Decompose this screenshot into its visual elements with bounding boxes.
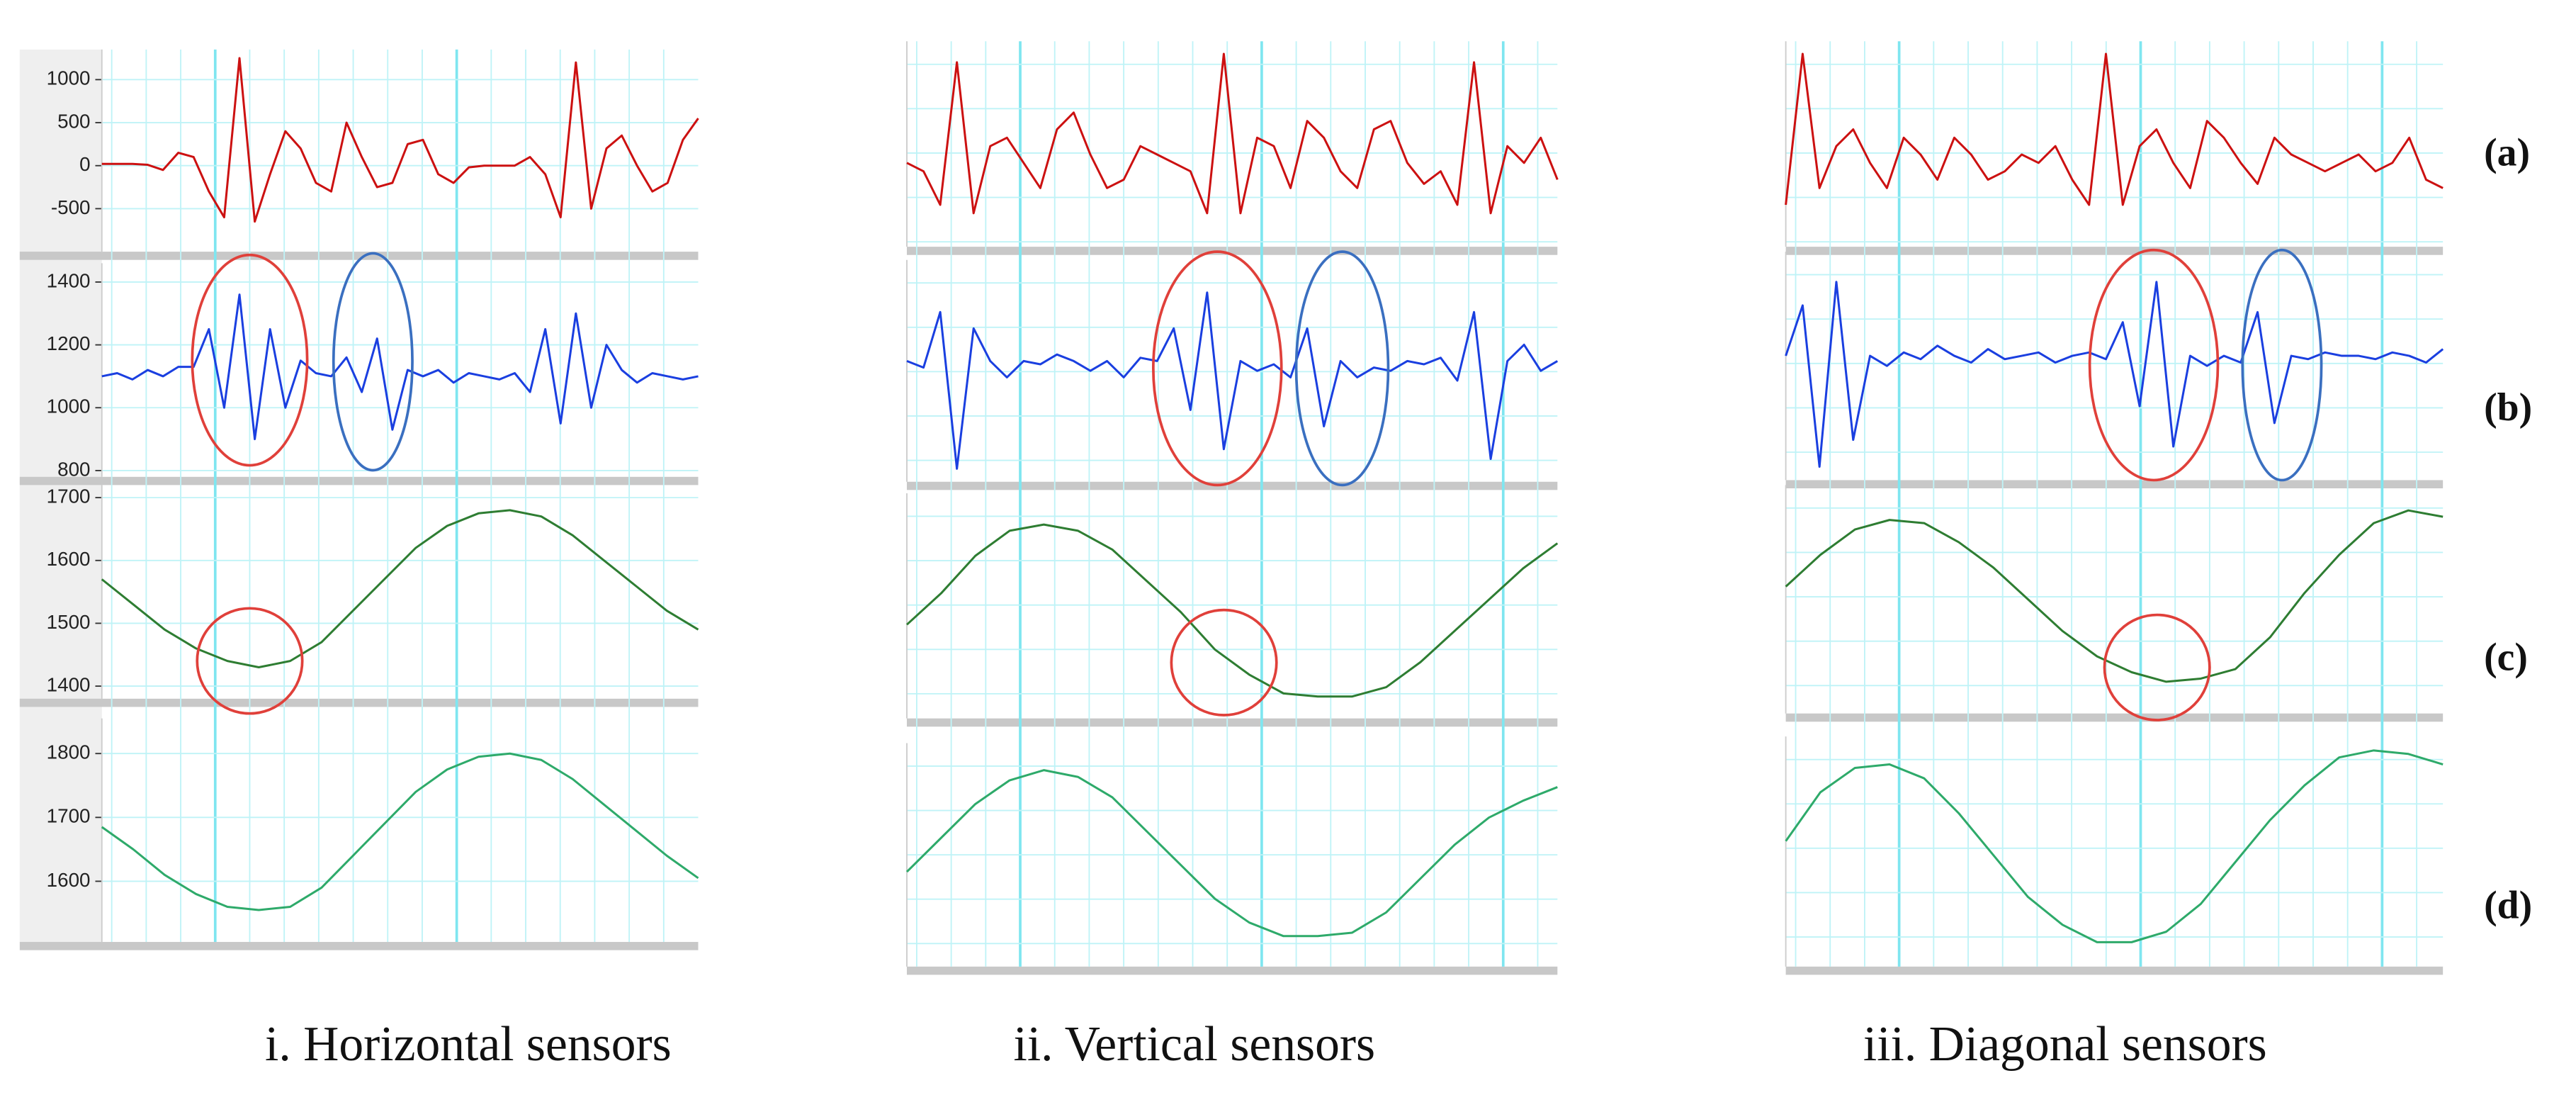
y-tick-label: 1000 (47, 67, 91, 89)
annotations (191, 248, 2323, 721)
highlight-ellipse (332, 252, 414, 472)
row-separator (907, 247, 1558, 255)
sensor-trace (1785, 749, 2444, 943)
row-separator (1785, 713, 2444, 722)
row-separator (1785, 247, 2444, 255)
sensor-trace (101, 57, 699, 223)
sensor-trace (906, 523, 1559, 698)
row-label: (c) (2484, 635, 2528, 679)
sensor-trace (1785, 52, 2444, 206)
highlight-ellipse (2241, 248, 2323, 482)
row-separator (19, 476, 699, 485)
sensor-trace (905, 769, 1558, 938)
sensor-trace (906, 52, 1559, 215)
backgrounds (19, 49, 2444, 975)
y-tick-label: -500 (51, 196, 91, 218)
highlight-circle (1170, 608, 1278, 717)
highlight-ellipse (191, 253, 309, 467)
y-tick-label: 1600 (47, 548, 91, 570)
highlight-ellipse (2088, 248, 2220, 482)
highlight-ellipse (1294, 250, 1390, 487)
highlight-ellipse (1151, 250, 1283, 487)
y-tick-label: 1200 (47, 332, 91, 354)
row-label: (b) (2484, 386, 2532, 429)
panel-caption: iii. Diagonal sensors (1863, 1017, 2267, 1072)
row-separator (19, 942, 699, 950)
row-separator (907, 966, 1558, 975)
y-tick-label: 1400 (47, 269, 91, 291)
sensor-trace (1785, 509, 2444, 683)
sensor-trace (1785, 281, 2444, 468)
row-separator (19, 698, 699, 707)
row-separator (19, 252, 699, 260)
y-tick-label: 1500 (47, 611, 91, 633)
y-tick-label: 1700 (47, 805, 91, 827)
row-label: (d) (2484, 883, 2532, 927)
y-tick-label: 0 (79, 153, 90, 175)
row-separator (1785, 480, 2444, 489)
sensor-trace (101, 293, 699, 441)
row-label: (a) (2484, 130, 2530, 174)
y-tick-label: 500 (57, 110, 90, 132)
row-separator (907, 718, 1558, 727)
panel-caption: i. Horizontal sensors (265, 1017, 672, 1072)
grids (95, 41, 2444, 967)
y-tick-label: 800 (57, 458, 90, 480)
row-separator (1785, 966, 2444, 975)
highlight-circle (196, 607, 304, 715)
row-separator (907, 481, 1558, 490)
y-tick-label: 1800 (47, 741, 91, 763)
axis-band (19, 49, 102, 943)
sensor-trace (101, 509, 699, 669)
sensor-trace (906, 291, 1559, 470)
sensor-trace (101, 752, 699, 911)
y-tick-label: 1700 (47, 485, 91, 507)
traces (101, 52, 2444, 943)
highlight-circle (2103, 613, 2211, 721)
y-tick-label: 1400 (47, 673, 91, 695)
y-tick-label: 1000 (47, 395, 91, 417)
panel-caption: ii. Vertical sensors (1014, 1017, 1376, 1072)
y-tick-label: 1600 (47, 869, 91, 891)
